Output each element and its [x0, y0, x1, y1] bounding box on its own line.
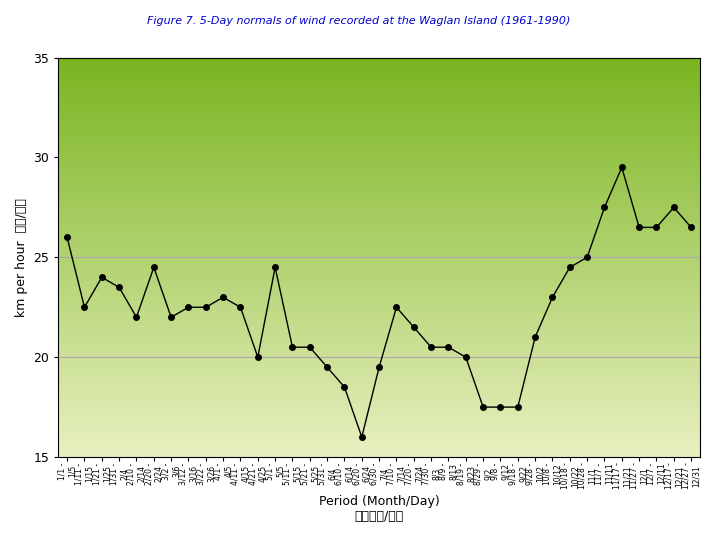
Y-axis label: km per hour  公里/小時: km per hour 公里/小時 [15, 198, 28, 317]
X-axis label: Period (Month/Day)
期間（月/日）: Period (Month/Day) 期間（月/日） [319, 495, 440, 523]
Text: Figure 7. 5-Day normals of wind recorded at the Waglan Island (1961-1990): Figure 7. 5-Day normals of wind recorded… [147, 16, 570, 26]
